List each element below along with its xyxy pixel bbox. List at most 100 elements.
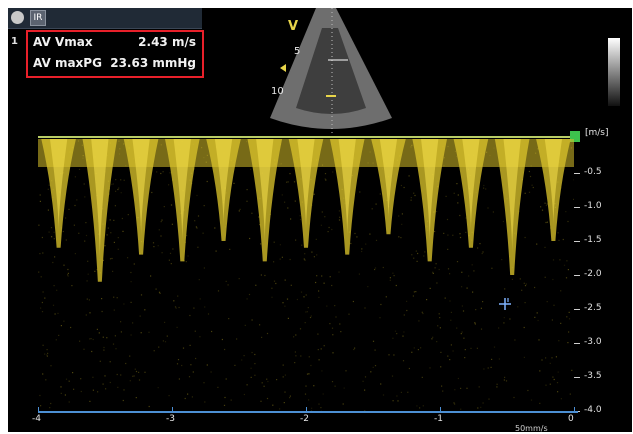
speckle bbox=[122, 399, 124, 402]
speckle bbox=[86, 280, 88, 282]
speckle bbox=[546, 203, 548, 205]
speckle bbox=[565, 211, 567, 213]
speckle bbox=[439, 317, 441, 319]
speckle bbox=[177, 295, 179, 297]
speckle bbox=[250, 376, 252, 378]
speckle bbox=[162, 171, 164, 173]
measurement-label: AV Vmax bbox=[33, 35, 93, 49]
speckle bbox=[317, 333, 319, 335]
speckle bbox=[416, 405, 418, 407]
speckle bbox=[437, 325, 439, 327]
speckle bbox=[353, 348, 355, 351]
speckle bbox=[398, 236, 400, 238]
speckle bbox=[434, 230, 436, 233]
speckle bbox=[295, 334, 297, 336]
speckle bbox=[410, 197, 412, 199]
speckle bbox=[436, 341, 438, 343]
speckle bbox=[233, 182, 235, 184]
speckle bbox=[238, 278, 240, 280]
speckle bbox=[74, 176, 76, 178]
speckle bbox=[106, 337, 108, 339]
x-tick-label: -2 bbox=[300, 414, 309, 424]
speckle bbox=[452, 350, 454, 352]
speckle bbox=[259, 324, 261, 326]
speckle bbox=[439, 327, 441, 329]
speckle bbox=[391, 375, 394, 377]
speckle bbox=[196, 227, 198, 229]
speckle bbox=[324, 178, 326, 180]
speckle bbox=[164, 341, 167, 343]
speckle bbox=[289, 258, 291, 261]
speckle bbox=[98, 332, 100, 334]
speckle bbox=[472, 291, 474, 293]
speckle bbox=[50, 365, 52, 367]
doppler-baseline[interactable] bbox=[38, 136, 574, 138]
speckle bbox=[251, 319, 253, 321]
speckle bbox=[190, 364, 192, 366]
speckle bbox=[144, 371, 146, 373]
speckle bbox=[221, 338, 223, 341]
speckle bbox=[85, 314, 87, 316]
speckle bbox=[57, 312, 59, 314]
speckle bbox=[101, 310, 103, 313]
speckle bbox=[267, 380, 269, 383]
speckle bbox=[552, 278, 554, 281]
speckle bbox=[113, 296, 115, 298]
speckle bbox=[476, 347, 478, 349]
speckle bbox=[161, 219, 163, 221]
speckle bbox=[41, 236, 43, 239]
speckle bbox=[450, 311, 452, 313]
speckle bbox=[362, 380, 364, 382]
speckle bbox=[155, 288, 157, 290]
top-toolbar: IR bbox=[8, 8, 202, 29]
speckle bbox=[52, 304, 55, 306]
speckle bbox=[474, 322, 476, 324]
record-icon[interactable] bbox=[11, 11, 24, 24]
y-tick-mark bbox=[574, 309, 580, 310]
crosshair-cursor-icon[interactable] bbox=[497, 296, 513, 312]
speckle bbox=[282, 364, 284, 366]
speckle bbox=[54, 256, 56, 258]
speckle bbox=[558, 239, 560, 241]
speckle bbox=[284, 305, 286, 307]
speckle bbox=[185, 261, 187, 263]
y-tick-label: -2.5 bbox=[584, 303, 602, 313]
speckle bbox=[477, 247, 479, 249]
speckle bbox=[488, 398, 490, 400]
speckle bbox=[92, 376, 94, 378]
speckle bbox=[113, 241, 115, 243]
speckle bbox=[67, 272, 69, 274]
speckle bbox=[545, 384, 547, 386]
baseline-handle[interactable] bbox=[570, 131, 580, 142]
speckle bbox=[290, 284, 292, 286]
speckle bbox=[195, 357, 197, 360]
speckle bbox=[254, 353, 256, 356]
speckle bbox=[46, 349, 48, 351]
speckle bbox=[189, 314, 191, 317]
speckle bbox=[332, 334, 334, 336]
speckle bbox=[419, 407, 421, 409]
speckle bbox=[493, 346, 496, 348]
probe-icon[interactable]: IR bbox=[30, 10, 46, 26]
speckle bbox=[133, 263, 135, 265]
speckle bbox=[76, 199, 78, 201]
speckle bbox=[73, 388, 75, 390]
speckle bbox=[559, 259, 561, 261]
speckle bbox=[234, 364, 236, 366]
speckle bbox=[438, 268, 440, 271]
speckle bbox=[321, 211, 323, 213]
y-tick-label: -1.0 bbox=[584, 201, 602, 211]
speckle bbox=[313, 193, 315, 195]
speckle bbox=[482, 301, 484, 303]
speckle bbox=[58, 334, 60, 336]
speckle bbox=[306, 373, 309, 375]
speckle bbox=[47, 209, 49, 211]
speckle bbox=[340, 331, 342, 333]
speckle bbox=[164, 321, 166, 323]
speckle bbox=[123, 303, 125, 305]
speckle bbox=[160, 221, 162, 223]
measurement-row-av-maxpg: AV maxPG 23.63 mmHg bbox=[33, 54, 196, 74]
speckle bbox=[170, 263, 172, 265]
speckle bbox=[371, 208, 373, 210]
speckle bbox=[289, 395, 291, 397]
